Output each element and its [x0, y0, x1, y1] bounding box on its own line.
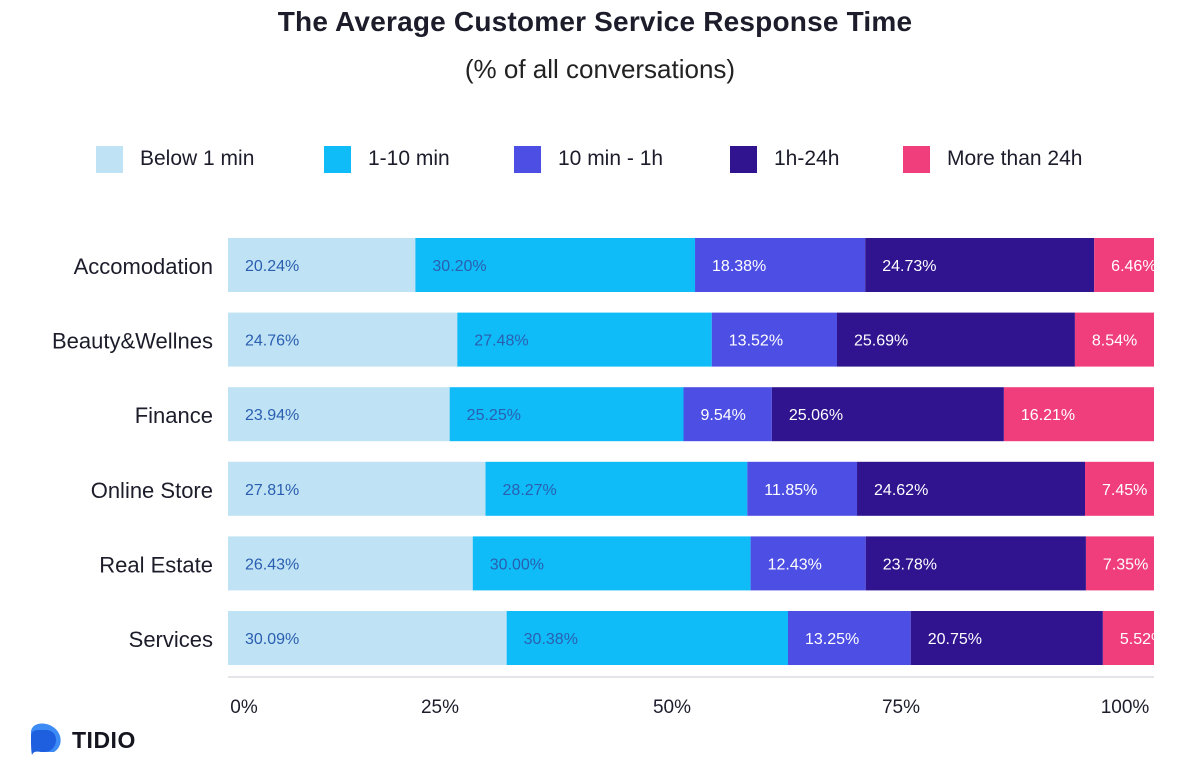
chart-subtitle: (% of all conversations)	[464, 54, 736, 84]
brand-label: TIDIO	[72, 726, 136, 753]
category-label: Beauty&Wellnes	[52, 329, 213, 354]
bar-data-label: 30.00%	[490, 556, 544, 573]
bar-segment	[228, 238, 416, 292]
chart-title: The Average Customer Service Response Ti…	[277, 6, 913, 37]
bar-segment	[747, 461, 858, 516]
bar-data-label: 27.81%	[245, 482, 299, 499]
category-label: Services	[129, 627, 213, 652]
legend-label: More than 24h	[947, 147, 1083, 170]
bar-data-label: 16.21%	[1021, 407, 1075, 424]
bar-data-label: 25.06%	[789, 407, 843, 424]
bar-segment	[865, 238, 1095, 292]
bar-data-label: 20.24%	[245, 258, 299, 275]
tidio-logo-icon	[31, 723, 61, 755]
category-label: Finance	[135, 403, 213, 428]
legend-item: More than 24h	[903, 143, 1082, 175]
bar-segment	[695, 238, 866, 292]
bar-segment	[506, 611, 789, 665]
bar-segment	[485, 461, 748, 516]
category-label: Online Store	[91, 478, 213, 503]
bar-segment	[472, 536, 751, 591]
bar-segment	[1003, 387, 1154, 442]
bar-segment	[750, 536, 866, 591]
bar-segment	[836, 312, 1075, 367]
bar-data-label: 28.27%	[503, 482, 557, 499]
bar-data-label: 23.78%	[883, 556, 937, 573]
bar-segment	[228, 611, 507, 665]
legend-item: 1h-24h	[730, 143, 839, 175]
legend-item: 1-10 min	[324, 143, 450, 175]
bar-data-label: 26.43%	[245, 556, 299, 573]
bar-data-label: 24.76%	[245, 333, 299, 350]
bar-segment	[415, 238, 696, 292]
bar-data-label: 24.73%	[882, 258, 936, 275]
legend-label: 10 min - 1h	[558, 147, 664, 170]
bar-segment	[228, 461, 486, 516]
legend-item: Below 1 min	[96, 143, 254, 175]
bar-data-label: 23.94%	[245, 407, 299, 424]
bar-data-label: 12.43%	[768, 556, 822, 573]
bar-segment	[857, 461, 1086, 516]
brand: TIDIO	[28, 722, 136, 758]
bar-data-label: 5.52%	[1120, 631, 1165, 648]
bar-data-label: 18.38%	[712, 258, 766, 275]
legend-label: Below 1 min	[140, 147, 255, 170]
bar-segment	[1085, 461, 1154, 516]
bar-data-label: 7.45%	[1102, 482, 1147, 499]
bar-segment	[457, 312, 712, 367]
bar-data-label: 30.38%	[524, 631, 578, 648]
bar-data-label: 24.62%	[874, 482, 928, 499]
bar-segment	[1085, 536, 1154, 591]
bar-segment	[1074, 312, 1154, 367]
legend-swatch	[903, 145, 930, 173]
bar-data-label: 7.35%	[1103, 556, 1148, 573]
legend-swatch	[514, 145, 541, 173]
bar-segment	[788, 611, 911, 665]
category-label: Real Estate	[99, 552, 213, 577]
bar-data-label: 30.09%	[245, 631, 299, 648]
x-tick-label: 0%	[230, 697, 258, 718]
bar-data-label: 27.48%	[474, 333, 528, 350]
x-tick-label: 100%	[1101, 697, 1150, 718]
bar-segment	[449, 387, 684, 442]
bar-data-label: 13.52%	[729, 333, 783, 350]
bar-data-label: 25.69%	[854, 333, 908, 350]
bar-segment	[910, 611, 1103, 665]
legend-item: 10 min - 1h	[514, 143, 663, 175]
bar-data-label: 13.25%	[805, 631, 859, 648]
bar-segment	[771, 387, 1004, 442]
bar-data-label: 9.54%	[700, 407, 745, 424]
x-tick-label: 75%	[882, 697, 920, 718]
bar-segment	[228, 312, 458, 367]
bar-data-label: 11.85%	[764, 482, 817, 499]
bar-segment	[683, 387, 772, 442]
bar-segment	[228, 536, 473, 591]
bar-data-label: 6.46%	[1111, 258, 1156, 275]
legend-swatch	[730, 145, 757, 173]
bar-data-label: 8.54%	[1092, 333, 1137, 350]
x-tick-label: 50%	[653, 697, 691, 718]
legend-swatch	[96, 145, 123, 173]
legend-swatch	[324, 145, 351, 173]
legend-label: 1h-24h	[774, 147, 840, 170]
bar-segment	[1102, 611, 1154, 665]
legend-label: 1-10 min	[368, 147, 450, 170]
x-tick-label: 25%	[421, 697, 459, 718]
bar-segment	[865, 536, 1086, 591]
category-label: Accomodation	[74, 254, 213, 279]
bar-segment	[228, 387, 450, 442]
bar-segment	[1094, 238, 1154, 292]
bar-data-label: 20.75%	[928, 631, 982, 648]
bar-data-label: 30.20%	[432, 258, 486, 275]
bar-segment	[711, 312, 837, 367]
bar-data-label: 25.25%	[467, 407, 521, 424]
